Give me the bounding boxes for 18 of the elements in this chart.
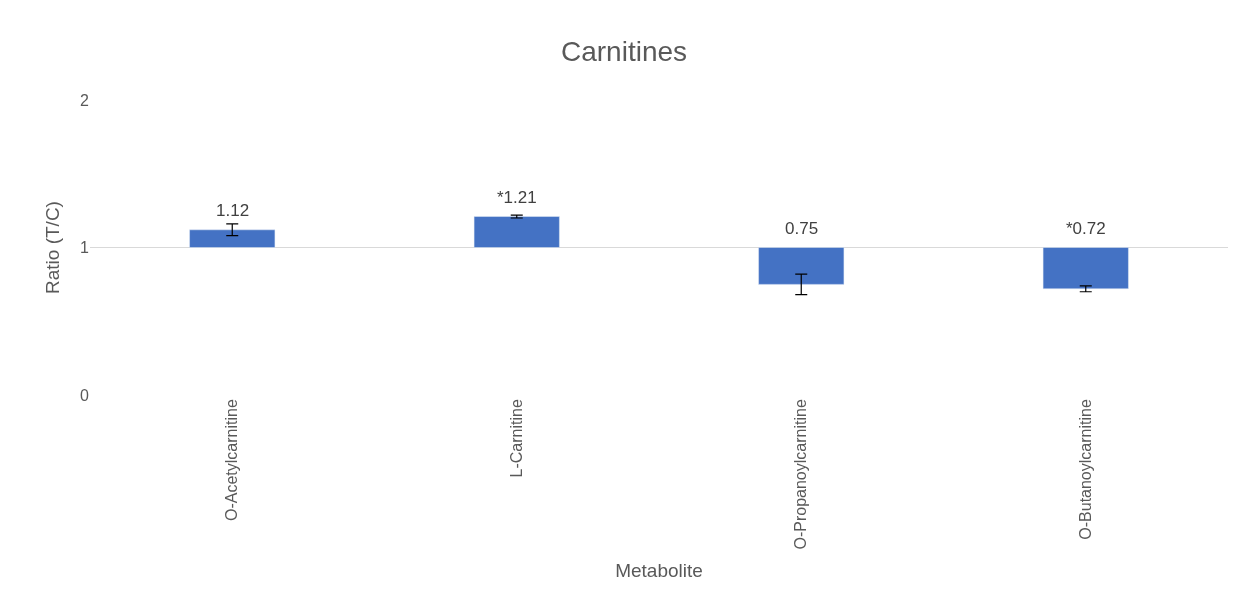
chart-title: Carnitines — [560, 35, 688, 67]
data-label: 0.75 — [785, 219, 819, 238]
bar — [473, 216, 560, 248]
bar — [758, 247, 845, 285]
bar — [1042, 247, 1129, 290]
data-label: 1.12 — [216, 201, 250, 220]
x-tick-label: O-Propanoylcarnitine — [792, 399, 810, 550]
x-tick-label: O-Acetylcarnitine — [223, 399, 241, 522]
bar — [189, 229, 276, 248]
data-label: *1.21 — [497, 188, 537, 207]
x-axis-title: Metabolite — [615, 560, 703, 582]
data-label: *0.72 — [1066, 219, 1106, 238]
y-tick-label: 2 — [80, 91, 90, 109]
y-tick-label: 1 — [80, 239, 90, 257]
x-tick-label: L-Carnitine — [507, 399, 525, 478]
x-tick-label: O-Butanoylcarnitine — [1076, 399, 1094, 540]
y-tick-label: 0 — [80, 386, 90, 404]
y-axis-title: Ratio (T/C) — [41, 201, 63, 294]
